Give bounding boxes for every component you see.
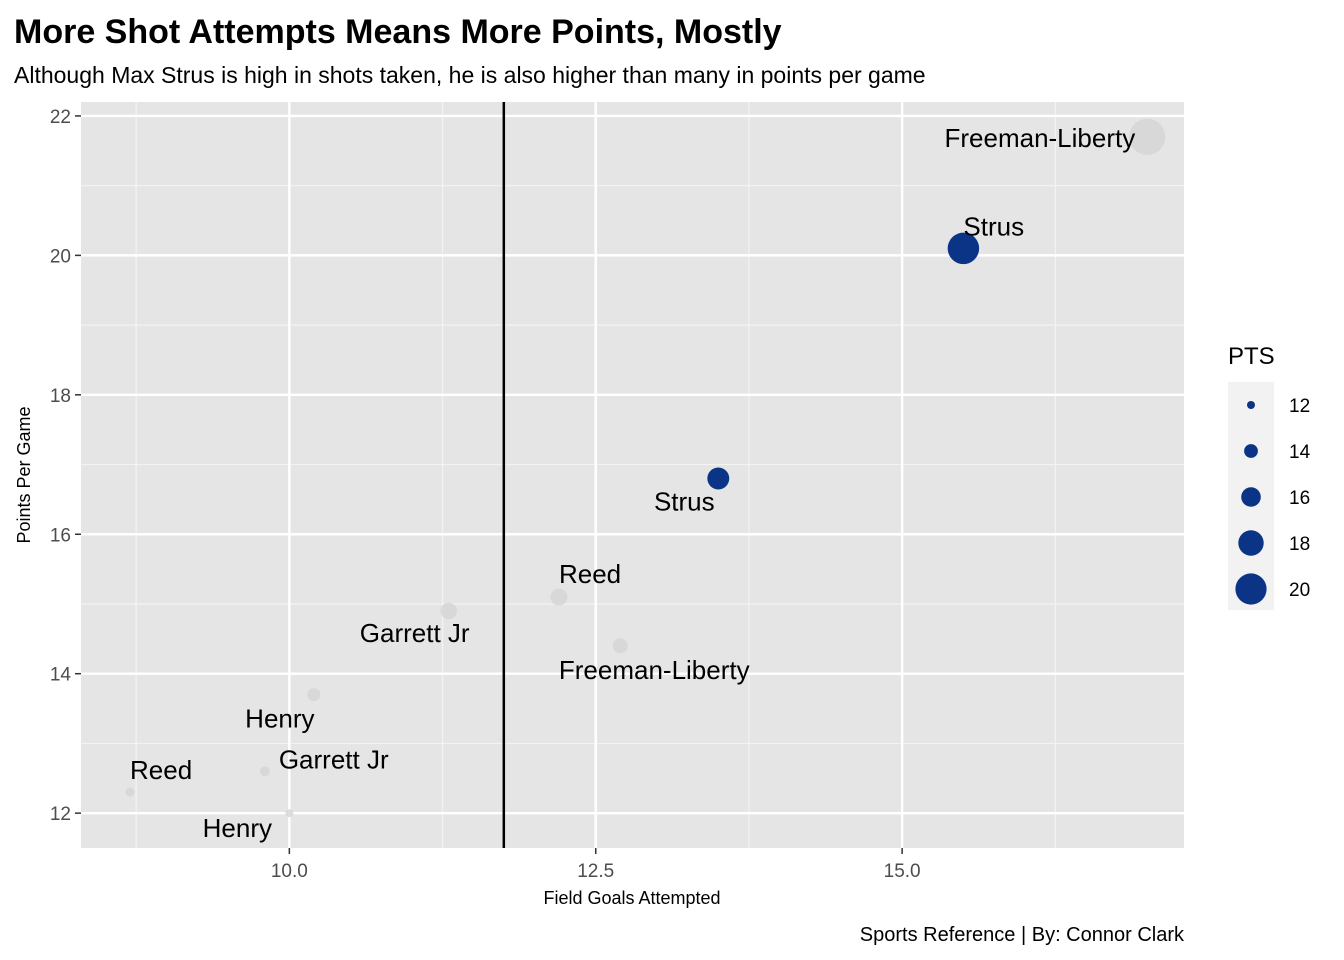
data-point [1129, 118, 1166, 155]
x-axis-title: Field Goals Attempted [543, 888, 720, 908]
y-tick-label: 18 [50, 386, 71, 407]
data-point [125, 787, 135, 797]
data-point [550, 588, 568, 606]
data-point [285, 809, 294, 818]
x-axis-ticks: 10.0 12.5 15.0 [271, 848, 921, 882]
point-label: Freeman-Liberty [559, 655, 750, 685]
y-axis-title: Points Per Game [14, 406, 34, 543]
data-points [125, 118, 1166, 818]
x-tick-label: 12.5 [577, 861, 614, 882]
point-label: Henry [245, 704, 314, 734]
data-point [612, 638, 628, 654]
minor-gridlines [81, 102, 1184, 848]
size-legend: PTS 12 14 16 18 20 [1228, 343, 1311, 610]
point-label: Henry [203, 813, 272, 843]
legend-label: 16 [1289, 488, 1310, 509]
point-label: Garrett Jr [360, 618, 470, 648]
data-point-highlighted [947, 232, 980, 265]
point-label: Freeman-Liberty [944, 123, 1135, 153]
y-tick-label: 22 [50, 107, 71, 128]
chart-caption: Sports Reference | By: Connor Clark [860, 924, 1185, 946]
point-label: Strus [654, 486, 715, 516]
data-point [307, 688, 321, 702]
y-axis-ticks: 12 14 16 18 20 22 [50, 107, 81, 825]
data-point [259, 766, 270, 777]
legend-size-key [1247, 401, 1255, 409]
y-tick-label: 12 [50, 804, 71, 825]
x-tick-label: 10.0 [271, 861, 308, 882]
point-labels: Freeman-Liberty Strus Strus Reed Garrett Jr F… [130, 123, 1135, 843]
legend-label: 12 [1289, 396, 1310, 417]
major-gridlines [81, 102, 1184, 848]
plot-panel [81, 102, 1184, 848]
y-tick-label: 14 [50, 665, 72, 686]
point-label: Garrett Jr [279, 744, 389, 774]
legend-label: 14 [1289, 442, 1311, 463]
legend-size-key [1235, 573, 1267, 605]
legend-size-key [1238, 530, 1264, 556]
point-label: Strus [963, 211, 1024, 241]
y-tick-label: 20 [50, 246, 71, 267]
chart-subtitle: Although Max Strus is high in shots take… [14, 62, 926, 88]
legend-label: 20 [1289, 580, 1310, 601]
chart-title: More Shot Attempts Means More Points, Mo… [14, 13, 782, 51]
point-label: Reed [559, 559, 621, 589]
x-tick-label: 15.0 [884, 861, 921, 882]
legend-size-key [1241, 487, 1261, 507]
data-point-highlighted [707, 467, 730, 490]
point-label: Reed [130, 755, 192, 785]
legend-title: PTS [1228, 343, 1275, 370]
data-point [440, 602, 457, 620]
legend-label: 18 [1289, 534, 1310, 555]
legend-size-key [1244, 444, 1258, 458]
y-tick-label: 16 [50, 525, 71, 546]
